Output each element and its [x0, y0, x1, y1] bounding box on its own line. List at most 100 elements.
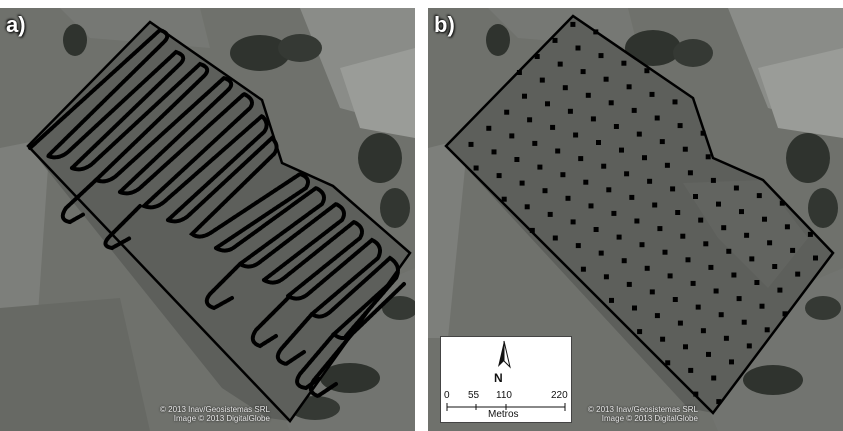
- sampling-point: [675, 210, 681, 215]
- sampling-point: [782, 311, 788, 317]
- sampling-point: [642, 155, 647, 161]
- sampling-point: [670, 186, 676, 192]
- field-area-b: [446, 16, 833, 413]
- sampling-point: [772, 264, 778, 269]
- sampling-point: [603, 76, 609, 82]
- sampling-point: [652, 202, 658, 208]
- sampling-point: [606, 187, 612, 193]
- sampling-point: [522, 93, 527, 99]
- imagery-credit-b: © 2013 Inav/Geosistemas SRL Image © 2013…: [588, 405, 698, 423]
- sampling-point: [762, 216, 767, 222]
- sampling-point: [636, 131, 642, 137]
- scale-unit-label: Metros: [488, 409, 519, 420]
- credit-line-1: © 2013 Inav/Geosistemas SRL: [160, 405, 270, 414]
- field-boundary-b: [444, 14, 835, 415]
- sampling-point: [790, 247, 796, 253]
- sampling-point: [744, 232, 750, 238]
- panel-label-b: b): [434, 12, 455, 37]
- sampling-point: [721, 225, 727, 231]
- credit-line-2: Image © 2013 DigitalGlobe: [173, 414, 270, 423]
- sampling-point: [578, 156, 584, 162]
- sampling-point: [731, 272, 737, 278]
- sampling-point: [573, 132, 579, 138]
- sampling-point: [534, 54, 540, 59]
- scale-tick-label: 55: [468, 390, 480, 401]
- sampling-point: [626, 281, 632, 287]
- sampling-points: [468, 21, 818, 405]
- sampling-point: [685, 257, 691, 263]
- sampling-point: [660, 336, 666, 342]
- panel-b-sampling-points: b) © 2013 Inav/Geosistemas SRL Image © 2…: [428, 8, 843, 431]
- sampling-point: [570, 219, 576, 225]
- sampling-point: [713, 288, 719, 294]
- sampling-point: [736, 296, 742, 302]
- sampling-point: [733, 185, 739, 191]
- sampling-point: [501, 196, 507, 202]
- sampling-point: [649, 289, 655, 295]
- sampling-point: [593, 227, 599, 232]
- field-area-a: [28, 22, 410, 421]
- sampling-point: [665, 360, 671, 366]
- sampling-point: [637, 329, 643, 335]
- harvest-passes: [28, 27, 406, 399]
- sampling-point: [603, 274, 609, 280]
- sampling-point: [698, 217, 704, 223]
- sampling-point: [598, 53, 604, 59]
- sampling-point: [795, 271, 801, 277]
- sampling-point: [759, 303, 765, 309]
- sampling-point: [647, 178, 653, 184]
- sampling-point: [784, 224, 790, 230]
- sampling-point: [516, 70, 522, 75]
- sampling-point: [590, 116, 596, 122]
- sampling-point: [700, 328, 706, 334]
- sampling-point: [767, 240, 773, 246]
- sampling-point: [711, 375, 717, 381]
- sampling-point: [593, 29, 599, 35]
- sampling-point: [547, 211, 553, 217]
- sampling-point: [557, 61, 563, 67]
- sampling-point: [491, 149, 497, 155]
- sampling-point: [723, 335, 729, 341]
- map-legend-inset: N 0 55 110 220 Metros: [440, 336, 572, 423]
- sampling-point: [537, 164, 543, 170]
- panel-label-a: a): [6, 12, 26, 37]
- sampling-point: [473, 165, 479, 171]
- sampling-point: [496, 173, 502, 179]
- sampling-point: [693, 194, 698, 199]
- credit-line-1: © 2013 Inav/Geosistemas SRL: [588, 405, 698, 414]
- sampling-point: [710, 177, 716, 183]
- sampling-point: [726, 248, 732, 254]
- sampling-point: [624, 171, 630, 177]
- sampling-point: [555, 148, 561, 154]
- sampling-point: [657, 226, 663, 232]
- sampling-point: [626, 84, 632, 90]
- sampling-point: [519, 180, 525, 186]
- sampling-point: [687, 170, 693, 176]
- sampling-point: [659, 139, 665, 145]
- sampling-point: [664, 162, 670, 168]
- scale-tick-label: 110: [496, 390, 512, 401]
- scale-bar: [446, 403, 566, 411]
- sampling-point: [807, 231, 813, 237]
- sampling-point: [716, 399, 722, 405]
- sampling-point: [708, 264, 714, 270]
- sampling-point: [672, 99, 678, 105]
- sampling-point: [585, 92, 591, 98]
- sampling-point: [690, 280, 696, 286]
- aerial-image-a: [0, 8, 415, 431]
- sampling-point: [672, 297, 678, 302]
- sampling-point: [764, 327, 770, 333]
- sampling-point: [588, 203, 594, 209]
- panel-a-harvest-passes: a) © 2013 Inav/Geosistemas SRL Image © 2…: [0, 8, 415, 431]
- sampling-point: [779, 200, 785, 206]
- sampling-point: [639, 242, 645, 248]
- sampling-point: [567, 108, 573, 114]
- sampling-point: [575, 45, 581, 51]
- sampling-point: [524, 204, 530, 210]
- sampling-point: [631, 107, 637, 113]
- sampling-point: [688, 367, 694, 373]
- sampling-point: [649, 91, 655, 97]
- sampling-point: [539, 77, 545, 83]
- sampling-point: [621, 258, 627, 264]
- sampling-point: [629, 194, 635, 200]
